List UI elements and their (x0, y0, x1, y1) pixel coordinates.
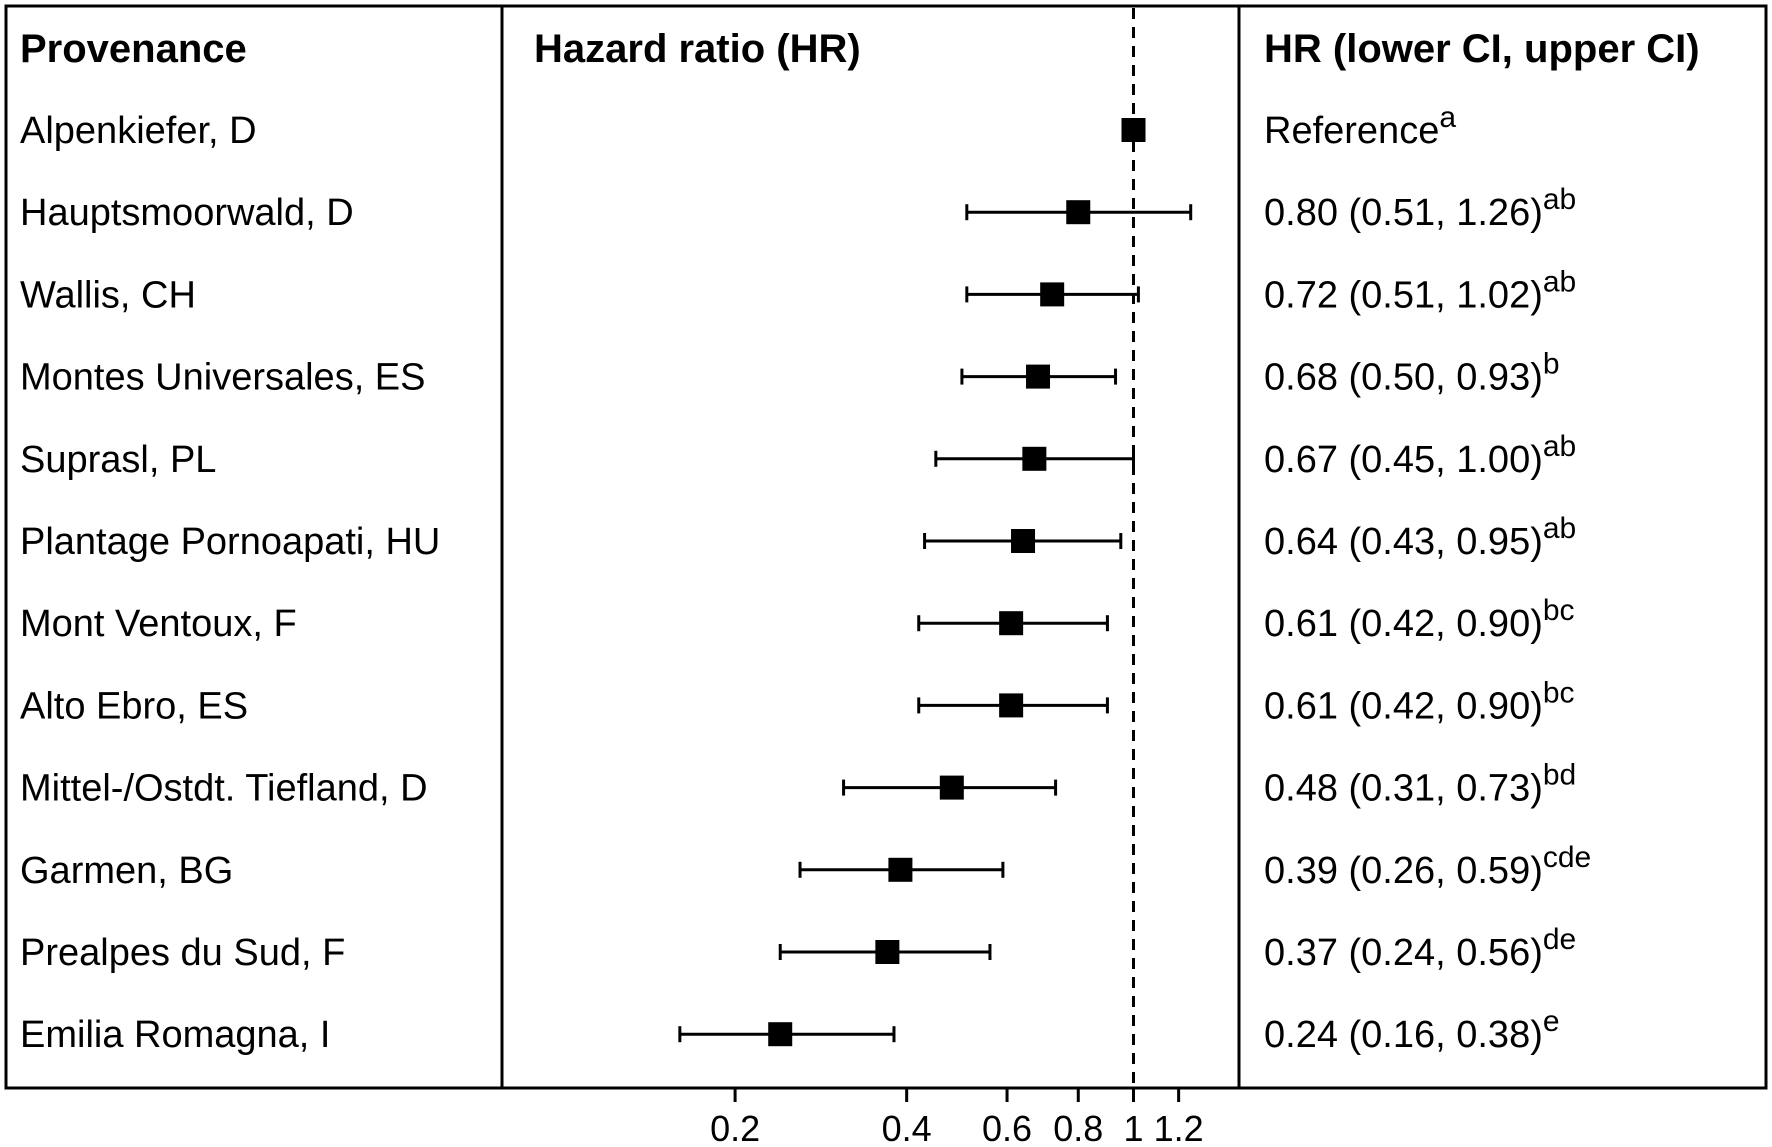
table-frame (4, 4, 1768, 1090)
hr-ci-value: 0.48 (0.31, 0.73)bd (1264, 759, 1576, 810)
hr-ci-value: 0.68 (0.50, 0.93)b (1264, 348, 1560, 399)
table-row: Wallis, CH 0.72 (0.51, 1.02)ab (20, 265, 1576, 316)
table-row: Alpenkiefer, D Referencea (20, 101, 1456, 152)
rows-layer: Alpenkiefer, D Referencea Hauptsmoorwald, … (20, 101, 1591, 1056)
hr-point (888, 857, 913, 882)
significance-superscript: e (1543, 1005, 1560, 1038)
hr-point (999, 693, 1024, 718)
provenance-label: Hauptsmoorwald, D (20, 192, 354, 234)
hr-ci-value: 0.37 (0.24, 0.56)de (1264, 923, 1576, 974)
hr-ci-value: 0.80 (0.51, 1.26)ab (1264, 183, 1576, 234)
table-row: Prealpes du Sud, F 0.37 (0.24, 0.56)de (20, 923, 1576, 974)
hr-ci-value: 0.61 (0.42, 0.90)bc (1264, 676, 1575, 727)
hr-point (1022, 446, 1047, 471)
provenance-label: Montes Universales, ES (20, 357, 426, 399)
significance-superscript: ab (1543, 183, 1576, 216)
table-row: Mittel-/Ostdt. Tiefland, D 0.48 (0.31, 0.… (20, 759, 1576, 810)
hr-ci-value: 0.24 (0.16, 0.38)e (1264, 1005, 1560, 1056)
significance-superscript: ab (1543, 265, 1576, 298)
hr-point (875, 940, 900, 964)
table-row: Garmen, BG 0.39 (0.26, 0.59)cde (20, 841, 1591, 892)
table-row: Alto Ebro, ES 0.61 (0.42, 0.90)bc (20, 676, 1575, 727)
provenance-label: Mont Ventoux, F (20, 603, 297, 645)
provenance-label: Suprasl, PL (20, 439, 216, 481)
table-row: Suprasl, PL 0.67 (0.45, 1.00)ab (20, 430, 1576, 481)
header-hr-ci: HR (lower CI, upper CI) (1264, 27, 1700, 71)
provenance-label: Prealpes du Sud, F (20, 932, 345, 974)
hr-point (768, 1022, 793, 1047)
significance-superscript: bc (1543, 594, 1575, 627)
provenance-label: Plantage Pornoapati, HU (20, 521, 440, 563)
provenance-label: Alpenkiefer, D (20, 110, 257, 152)
hr-point (1040, 282, 1065, 307)
table-row: Hauptsmoorwald, D 0.80 (0.51, 1.26)ab (20, 183, 1576, 234)
hr-point (939, 775, 964, 800)
hr-ci-value: 0.39 (0.26, 0.59)cde (1264, 841, 1591, 892)
x-axis: 0.2 0.4 0.6 0.8 1 1.2 (710, 1088, 1204, 1147)
hr-point (1011, 529, 1036, 553)
hr-point (999, 611, 1024, 636)
hr-point (1026, 364, 1051, 389)
significance-superscript: cde (1543, 841, 1591, 874)
significance-superscript: a (1439, 101, 1456, 134)
hr-ci-value: 0.61 (0.42, 0.90)bc (1264, 594, 1575, 645)
table-row: Plantage Pornoapati, HU 0.64 (0.43, 0.95)… (20, 512, 1576, 563)
provenance-label: Mittel-/Ostdt. Tiefland, D (20, 768, 428, 810)
x-tick-label: 0.8 (1053, 1108, 1103, 1147)
table-row: Emilia Romagna, I 0.24 (0.16, 0.38)e (20, 1005, 1560, 1056)
x-tick-label: 0.6 (982, 1108, 1032, 1147)
table-row: Montes Universales, ES 0.68 (0.50, 0.93)b (20, 348, 1560, 399)
x-tick-label: 0.2 (710, 1108, 760, 1147)
significance-superscript: ab (1543, 512, 1576, 545)
header-hazard-ratio: Hazard ratio (HR) (534, 27, 861, 71)
provenance-label: Alto Ebro, ES (20, 685, 248, 727)
significance-superscript: b (1543, 348, 1560, 381)
hr-ci-value: 0.67 (0.45, 1.00)ab (1264, 430, 1576, 481)
x-tick-label: 1.2 (1154, 1108, 1204, 1147)
significance-superscript: bc (1543, 676, 1575, 709)
table-row: Mont Ventoux, F 0.61 (0.42, 0.90)bc (20, 594, 1575, 645)
significance-superscript: ab (1543, 430, 1576, 463)
provenance-label: Wallis, CH (20, 274, 196, 316)
hr-ci-value: 0.64 (0.43, 0.95)ab (1264, 512, 1576, 563)
header-provenance: Provenance (20, 27, 247, 71)
hr-ci-value: Referencea (1264, 101, 1456, 152)
hr-point (1066, 200, 1091, 225)
significance-superscript: de (1543, 923, 1576, 956)
hr-ci-value: 0.72 (0.51, 1.02)ab (1264, 265, 1576, 316)
provenance-label: Garmen, BG (20, 850, 233, 892)
provenance-label: Emilia Romagna, I (20, 1014, 330, 1056)
significance-superscript: bd (1543, 759, 1576, 792)
x-tick-label: 0.4 (882, 1108, 932, 1147)
hr-point (1121, 118, 1146, 142)
x-tick-label: 1 (1123, 1108, 1143, 1147)
